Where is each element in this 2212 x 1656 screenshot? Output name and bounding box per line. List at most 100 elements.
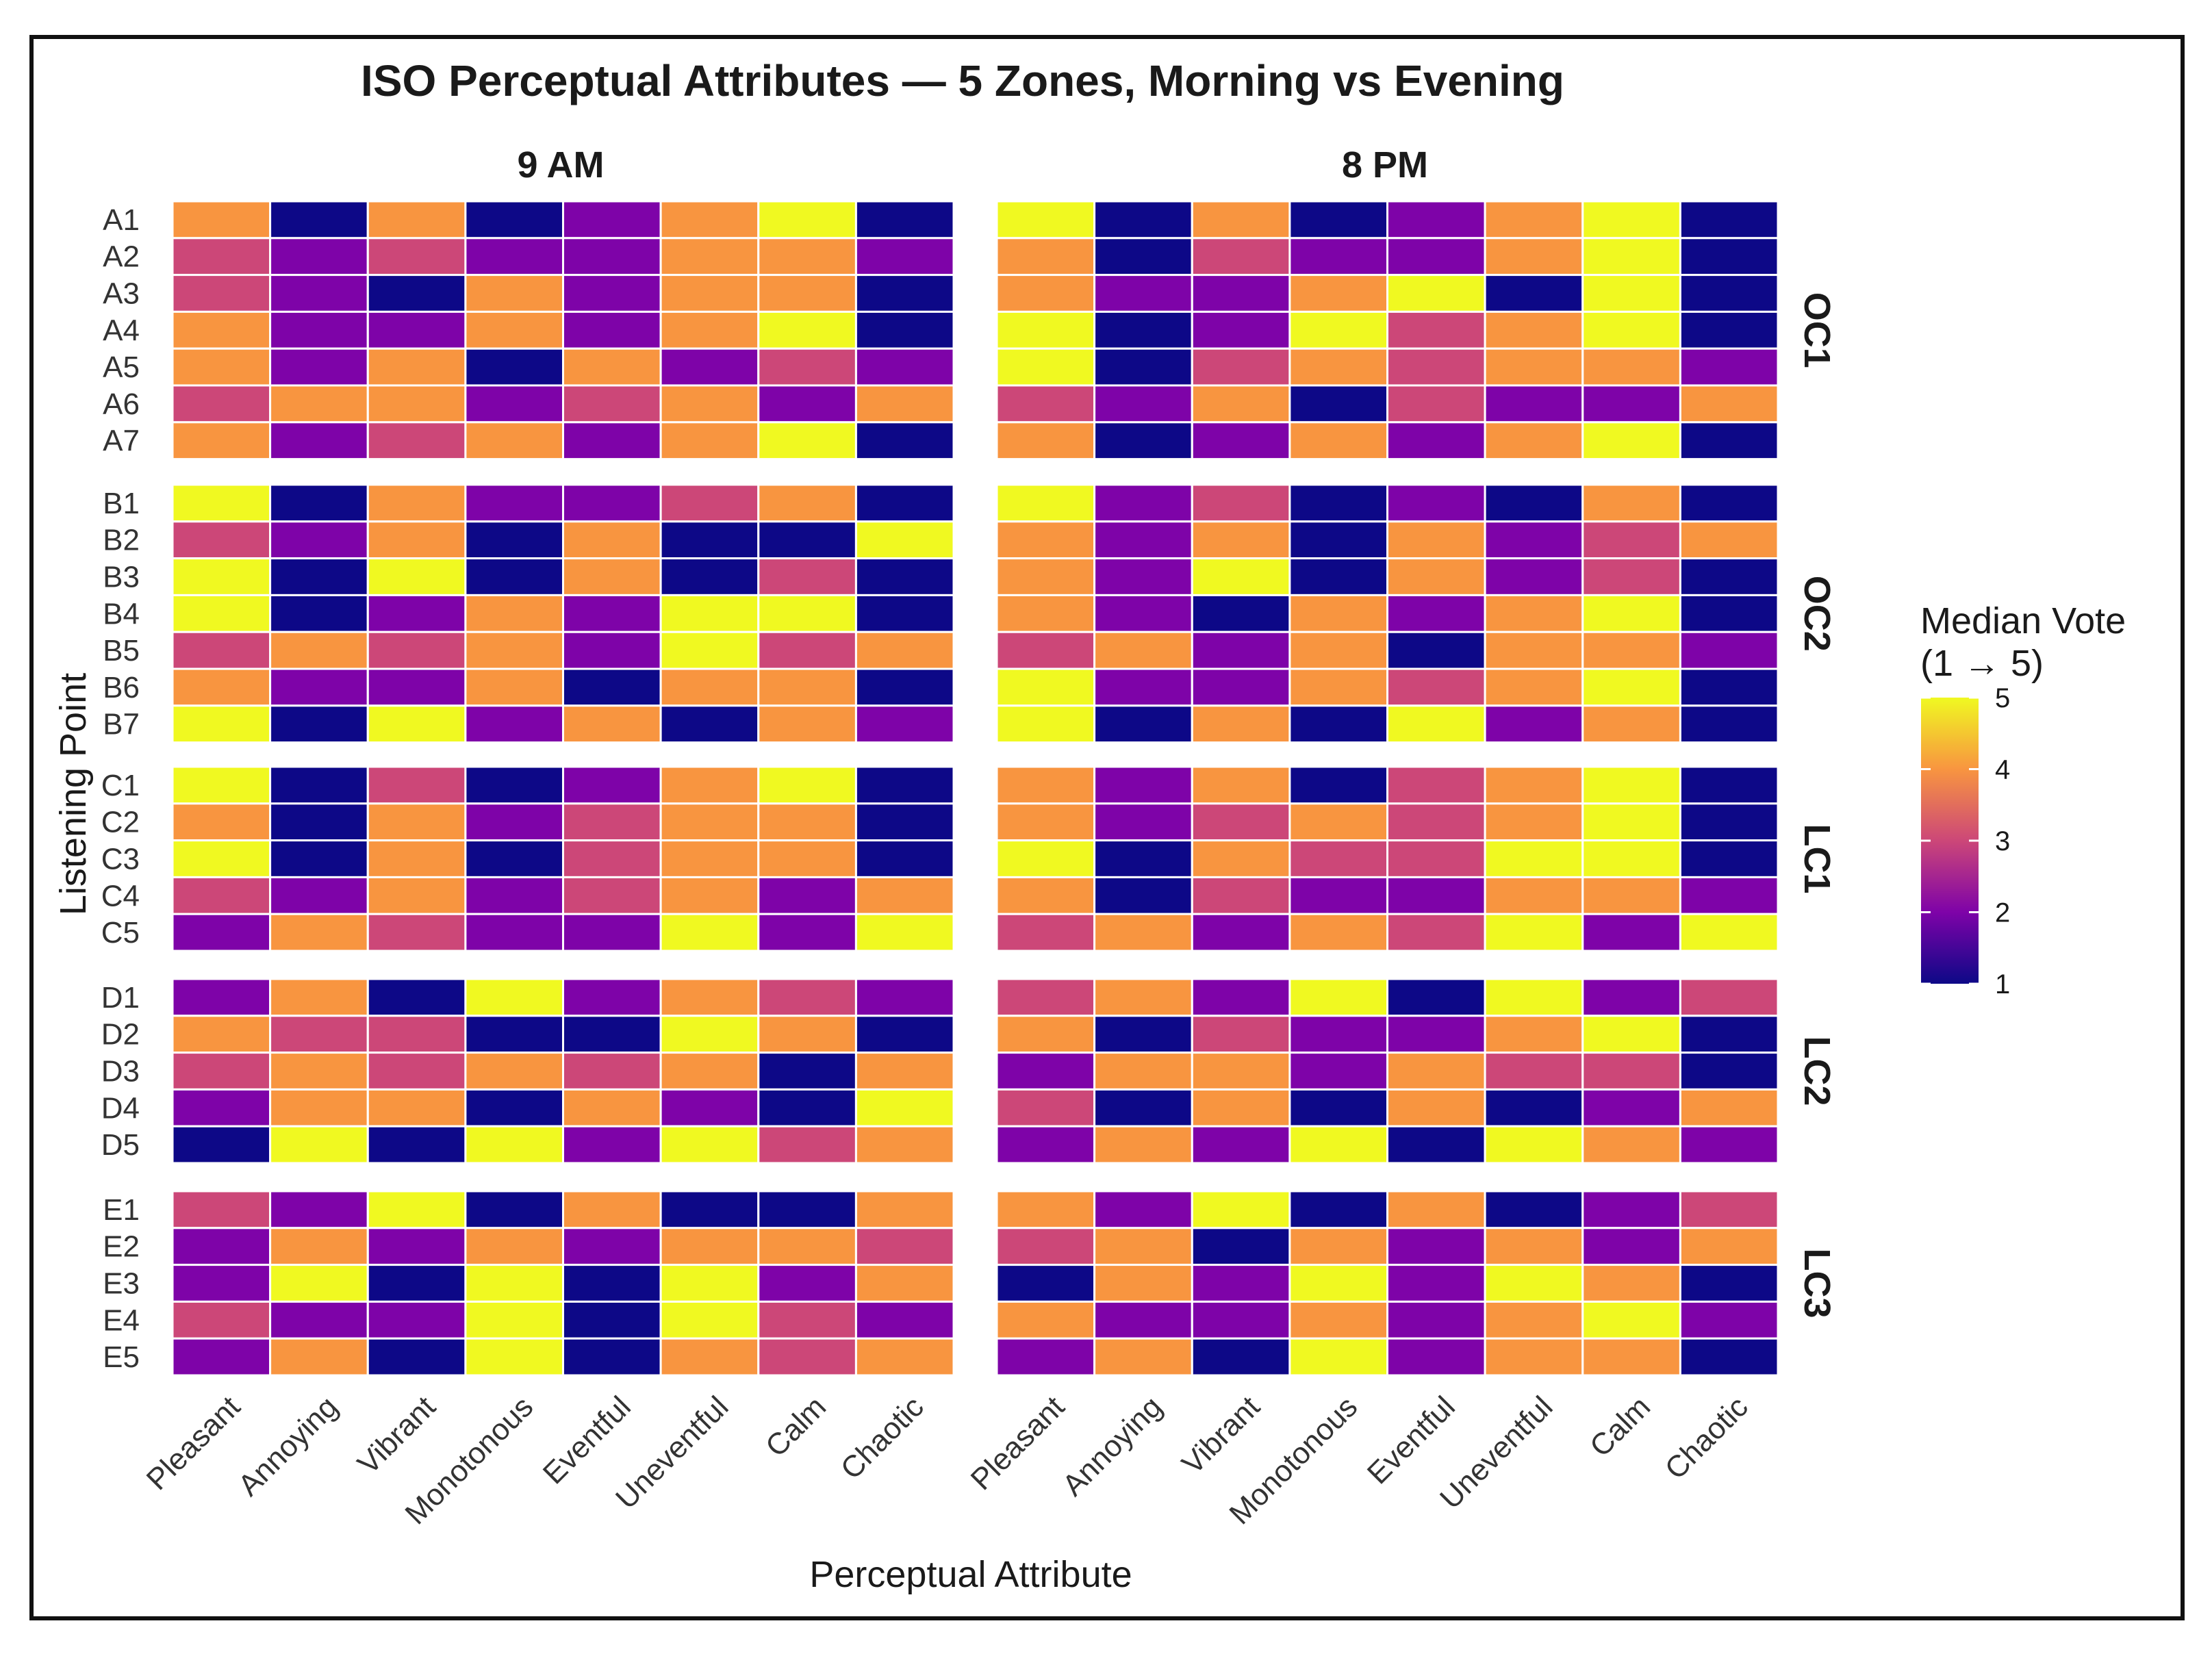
cell-E4-vibrant-pm: E4 8 PM Vibrant: 2 [1191, 1300, 1291, 1340]
cell-D2-calm-am: D2 9 AM Calm: 4 [757, 1015, 857, 1054]
cell-E5-uneventful-pm: E5 8 PM Uneventful: 4 [1484, 1337, 1584, 1377]
cell-E2-vibrant-am: E2 9 AM Vibrant: 2 [366, 1227, 467, 1266]
cell-B5-annoying-am: B5 9 AM Annoying: 4 [269, 630, 369, 670]
cell-C2-uneventful-pm: C2 8 PM Uneventful: 4 [1484, 802, 1584, 842]
cell-D4-calm-pm: D4 8 PM Calm: 2 [1581, 1088, 1681, 1128]
cell-A1-pleasant-pm: A1 8 PM Pleasant: 5 [995, 200, 1096, 240]
cell-E3-pleasant-pm: E3 8 PM Pleasant: 1 [995, 1264, 1096, 1303]
cell-A6-annoying-am: A6 9 AM Annoying: 4 [269, 384, 369, 424]
cell-B3-chaotic-pm: B3 8 PM Chaotic: 1 [1679, 557, 1779, 596]
cell-E2-uneventful-pm: E2 8 PM Uneventful: 4 [1484, 1227, 1584, 1266]
cell-A7-annoying-pm: A7 8 PM Annoying: 1 [1093, 421, 1193, 461]
cell-B4-monotonous-pm: B4 8 PM Monotonous: 4 [1288, 594, 1389, 633]
zone-label-LC3: LC3 [1796, 1248, 1838, 1318]
row-label-A1: A1 [103, 203, 140, 237]
cell-D3-uneventful-am: D3 9 AM Uneventful: 4 [659, 1052, 760, 1091]
cell-A2-annoying-pm: A2 8 PM Annoying: 1 [1093, 237, 1193, 277]
cell-E3-calm-am: E3 9 AM Calm: 2 [757, 1264, 857, 1303]
cell-B1-annoying-pm: B1 8 PM Annoying: 2 [1093, 483, 1193, 523]
cell-D4-annoying-pm: D4 8 PM Annoying: 1 [1093, 1088, 1193, 1128]
cell-E5-annoying-am: E5 9 AM Annoying: 4 [269, 1337, 369, 1377]
cell-D1-eventful-pm: D1 8 PM Eventful: 1 [1386, 978, 1486, 1017]
cell-B2-uneventful-pm: B2 8 PM Uneventful: 2 [1484, 520, 1584, 560]
cell-A6-vibrant-am: A6 9 AM Vibrant: 4 [366, 384, 467, 424]
cell-D3-vibrant-am: D3 9 AM Vibrant: 3 [366, 1052, 467, 1091]
cell-C4-uneventful-am: C4 9 AM Uneventful: 4 [659, 876, 760, 915]
cell-E4-monotonous-pm: E4 8 PM Monotonous: 4 [1288, 1300, 1389, 1340]
cell-A5-annoying-pm: A5 8 PM Annoying: 1 [1093, 347, 1193, 387]
cell-C3-eventful-am: C3 9 AM Eventful: 3 [562, 839, 662, 878]
cell-A7-calm-pm: A7 8 PM Calm: 5 [1581, 421, 1681, 461]
cell-D5-pleasant-pm: D5 8 PM Pleasant: 2 [995, 1125, 1096, 1164]
cell-D2-eventful-am: D2 9 AM Eventful: 1 [562, 1015, 662, 1054]
cell-C3-monotonous-pm: C3 8 PM Monotonous: 3 [1288, 839, 1389, 878]
cell-C1-eventful-am: C1 9 AM Eventful: 2 [562, 765, 662, 805]
cell-C4-pleasant-am: C4 9 AM Pleasant: 3 [171, 876, 272, 915]
cell-E1-calm-pm: E1 8 PM Calm: 2 [1581, 1190, 1681, 1230]
cell-A5-calm-am: A5 9 AM Calm: 3 [757, 347, 857, 387]
cell-B4-monotonous-am: B4 9 AM Monotonous: 4 [464, 594, 565, 633]
cell-E2-pleasant-am: E2 9 AM Pleasant: 2 [171, 1227, 272, 1266]
cell-D5-calm-pm: D5 8 PM Calm: 4 [1581, 1125, 1681, 1164]
cell-B7-chaotic-am: B7 9 AM Chaotic: 2 [854, 704, 955, 744]
cell-A3-eventful-pm: A3 8 PM Eventful: 5 [1386, 274, 1486, 313]
cell-B1-pleasant-am: B1 9 AM Pleasant: 5 [171, 483, 272, 523]
legend-tick-3: 3 [1995, 826, 2010, 856]
cell-E4-calm-am: E4 9 AM Calm: 3 [757, 1300, 857, 1340]
cell-A2-monotonous-pm: A2 8 PM Monotonous: 2 [1288, 237, 1389, 277]
cell-A6-calm-am: A6 9 AM Calm: 2 [757, 384, 857, 424]
cell-D1-chaotic-am: D1 9 AM Chaotic: 2 [854, 978, 955, 1017]
cell-A3-eventful-am: A3 9 AM Eventful: 2 [562, 274, 662, 313]
cell-E1-vibrant-am: E1 9 AM Vibrant: 5 [366, 1190, 467, 1230]
cell-A5-eventful-am: A5 9 AM Eventful: 4 [562, 347, 662, 387]
row-label-E1: E1 [103, 1193, 140, 1227]
cell-C1-uneventful-am: C1 9 AM Uneventful: 4 [659, 765, 760, 805]
cell-B1-pleasant-pm: B1 8 PM Pleasant: 5 [995, 483, 1096, 523]
cell-A3-chaotic-am: A3 9 AM Chaotic: 1 [854, 274, 955, 313]
cell-E5-annoying-pm: E5 8 PM Annoying: 4 [1093, 1337, 1193, 1377]
cell-A3-annoying-pm: A3 8 PM Annoying: 2 [1093, 274, 1193, 313]
row-label-B5: B5 [103, 634, 140, 667]
row-label-C5: C5 [101, 916, 140, 950]
cell-B5-uneventful-pm: B5 8 PM Uneventful: 4 [1484, 630, 1584, 670]
cell-A2-monotonous-am: A2 9 AM Monotonous: 2 [464, 237, 565, 277]
cell-C1-calm-pm: C1 8 PM Calm: 5 [1581, 765, 1681, 805]
row-label-C1: C1 [101, 769, 140, 802]
cell-C5-monotonous-am: C5 9 AM Monotonous: 2 [464, 913, 565, 952]
cell-B6-chaotic-pm: B6 8 PM Chaotic: 1 [1679, 667, 1779, 707]
row-label-A5: A5 [103, 351, 140, 384]
cell-B6-uneventful-am: B6 9 AM Uneventful: 4 [659, 667, 760, 707]
cell-C3-calm-am: C3 9 AM Calm: 4 [757, 839, 857, 878]
cell-E3-eventful-pm: E3 8 PM Eventful: 2 [1386, 1264, 1486, 1303]
cell-D1-pleasant-am: D1 9 AM Pleasant: 2 [171, 978, 272, 1017]
cell-B2-pleasant-pm: B2 8 PM Pleasant: 4 [995, 520, 1096, 560]
cell-A4-uneventful-pm: A4 8 PM Uneventful: 4 [1484, 310, 1584, 350]
cell-E4-chaotic-pm: E4 8 PM Chaotic: 2 [1679, 1300, 1779, 1340]
row-label-D1: D1 [101, 981, 140, 1015]
cell-E1-annoying-pm: E1 8 PM Annoying: 2 [1093, 1190, 1193, 1230]
cell-B3-vibrant-am: B3 9 AM Vibrant: 5 [366, 557, 467, 596]
cell-B6-calm-pm: B6 8 PM Calm: 5 [1581, 667, 1681, 707]
cell-B2-annoying-am: B2 9 AM Annoying: 2 [269, 520, 369, 560]
cell-A6-pleasant-pm: A6 8 PM Pleasant: 3 [995, 384, 1096, 424]
cell-E2-vibrant-pm: E2 8 PM Vibrant: 1 [1191, 1227, 1291, 1266]
cell-A2-uneventful-am: A2 9 AM Uneventful: 4 [659, 237, 760, 277]
cell-E1-vibrant-pm: E1 8 PM Vibrant: 5 [1191, 1190, 1291, 1230]
cell-A7-uneventful-pm: A7 8 PM Uneventful: 4 [1484, 421, 1584, 461]
cell-D3-chaotic-am: D3 9 AM Chaotic: 4 [854, 1052, 955, 1091]
cell-B1-chaotic-pm: B1 8 PM Chaotic: 1 [1679, 483, 1779, 523]
cell-B7-chaotic-pm: B7 8 PM Chaotic: 1 [1679, 704, 1779, 744]
legend-subtitle: (1 → 5) [1920, 643, 2044, 684]
cell-A2-calm-pm: A2 8 PM Calm: 5 [1581, 237, 1681, 277]
cell-E4-uneventful-pm: E4 8 PM Uneventful: 4 [1484, 1300, 1584, 1340]
cell-B7-eventful-am: B7 9 AM Eventful: 4 [562, 704, 662, 744]
cell-A1-annoying-pm: A1 8 PM Annoying: 1 [1093, 200, 1193, 240]
cell-A5-uneventful-am: A5 9 AM Uneventful: 2 [659, 347, 760, 387]
cell-A4-annoying-am: A4 9 AM Annoying: 2 [269, 310, 369, 350]
cell-A6-eventful-am: A6 9 AM Eventful: 3 [562, 384, 662, 424]
cell-B3-uneventful-pm: B3 8 PM Uneventful: 2 [1484, 557, 1584, 596]
cell-B3-pleasant-am: B3 9 AM Pleasant: 5 [171, 557, 272, 596]
cell-E4-pleasant-pm: E4 8 PM Pleasant: 4 [995, 1300, 1096, 1340]
cell-B2-chaotic-pm: B2 8 PM Chaotic: 4 [1679, 520, 1779, 560]
